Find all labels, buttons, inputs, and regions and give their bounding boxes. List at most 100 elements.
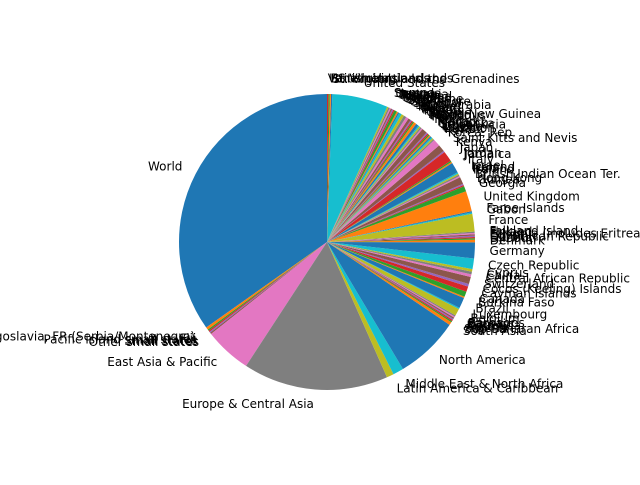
pie-slice xyxy=(327,139,435,242)
pie-slice-label: World xyxy=(148,160,182,174)
pie-slice-label: United Kingdom xyxy=(483,189,579,203)
pie-slice-label: Qatar xyxy=(420,101,454,115)
pie-slice-label: Luxembourg xyxy=(472,308,547,322)
pie-slice-label: Sri Lanka xyxy=(439,117,494,131)
pie-slice xyxy=(327,137,433,242)
pie-slice xyxy=(327,94,332,243)
pie-slice-label: Yugoslavia, FR (Serbia/Montenegro) xyxy=(0,330,195,344)
pie-slice xyxy=(327,242,467,297)
pie-slice-label: East Asia & Pacific xyxy=(107,355,217,369)
pie-slice xyxy=(327,242,460,310)
pie-slice-label: Japan xyxy=(459,140,493,154)
pie-slice xyxy=(327,242,471,284)
pie-slice-label: Poland xyxy=(421,102,461,116)
pie-slice xyxy=(327,107,391,243)
pie-slice-label: Sub-Saharan Africa xyxy=(464,322,579,336)
pie-slice-label: Djibouti xyxy=(490,231,537,245)
pie-slice-label: Singapore xyxy=(410,95,471,109)
pie-slice-label: Tunisia xyxy=(398,89,440,103)
pie-slice-label: Senegal xyxy=(413,96,461,110)
pie-slice-label: Saint Lucia xyxy=(440,118,506,132)
pie-slice xyxy=(327,242,475,270)
pie-slice-label: Dominican Republic xyxy=(490,230,609,244)
pie-slice-label: Belgium xyxy=(470,312,519,326)
pie-slice xyxy=(327,173,459,242)
pie-slice xyxy=(327,172,459,242)
pie-slice-label: Oman xyxy=(426,105,462,119)
pie-slice-label: United States xyxy=(364,76,445,90)
pie-slice xyxy=(327,121,415,242)
pie-slice-label: British Virgin Islands xyxy=(331,72,454,86)
pie-slice xyxy=(327,133,429,242)
pie-slice xyxy=(211,242,327,366)
pie-slice-label: Cocos (Keeling) Islands xyxy=(483,282,622,296)
pie-slice-label: Czech Republic xyxy=(488,259,579,273)
pie-slice xyxy=(327,135,431,242)
pie-slice xyxy=(327,94,333,242)
pie-slice xyxy=(327,242,472,278)
pie-slice-label: Egypt xyxy=(490,228,525,242)
pie-slice xyxy=(327,186,467,242)
pie-slice-label: Algeria xyxy=(465,321,507,335)
pie-slice-label: Canada xyxy=(479,292,525,306)
pie-slice xyxy=(327,132,428,242)
pie-slice-label: Syria xyxy=(403,90,433,104)
pie-slice xyxy=(327,175,461,242)
pie-slice-label: Ireland xyxy=(473,163,515,177)
pie-slice xyxy=(327,111,399,242)
pie-wedges xyxy=(178,94,476,390)
pie-slice-label: Morocco xyxy=(438,116,488,130)
pie-slice-label: Uganda xyxy=(395,87,441,101)
pie-slice-label: Libya xyxy=(441,119,473,133)
pie-slice xyxy=(327,110,397,242)
pie-slice-label: Kenya xyxy=(456,135,493,149)
pie-slice xyxy=(327,109,394,242)
pie-slice xyxy=(327,118,411,242)
pie-slice-label: Finland xyxy=(490,225,533,239)
pie-slice-label: Macao xyxy=(437,115,476,129)
pie-slice xyxy=(327,242,452,325)
pie-slice xyxy=(178,94,327,328)
pie-slice xyxy=(327,123,419,242)
pie-slice xyxy=(327,114,404,242)
pie-slice xyxy=(327,127,422,242)
pie-slice-label: Saudi Arabia xyxy=(415,98,491,112)
pie-slice xyxy=(327,242,450,370)
pie-slice xyxy=(327,242,455,318)
pie-slice xyxy=(327,128,423,242)
pie-slice xyxy=(327,236,475,242)
pie-slice xyxy=(327,126,421,242)
pie-slice xyxy=(327,112,400,242)
pie-slice-label: Jamaica xyxy=(463,147,511,161)
pie-slice-label: Europe & Central Asia xyxy=(182,397,314,411)
pie-slice xyxy=(327,242,472,275)
pie-slice xyxy=(327,242,475,259)
pie-slice-label: Venezuela xyxy=(328,72,390,86)
pie-slice-label: Austria xyxy=(466,320,508,334)
pie-slice-label: Thailand xyxy=(400,89,453,103)
pie-slice-label: Middle East & North Africa xyxy=(405,377,563,391)
pie-slice xyxy=(327,242,464,308)
pie-slice xyxy=(327,150,445,242)
pie-labels: World Yugoslavia, FR (Serbia/Montenegro) F… xyxy=(0,72,640,411)
pie-slice xyxy=(206,242,327,330)
pie-slice-label: Iran xyxy=(472,161,495,175)
pie-slice-label: Faroe Islands xyxy=(486,201,564,215)
pie-slice xyxy=(327,191,472,242)
pie-slice-label: Mauritius xyxy=(430,109,485,123)
pie-slice xyxy=(327,94,329,242)
pie-slice-label: Brazil xyxy=(475,302,509,316)
pie-slice-label: US Virgin Islands xyxy=(329,72,430,86)
pie-slice xyxy=(327,134,430,242)
pie-slice xyxy=(327,119,412,242)
pie-slice xyxy=(327,242,456,317)
pie-slice-label: China xyxy=(486,269,520,283)
pie-slice-label: Latin America & Caribbean xyxy=(397,382,559,396)
pie-slice xyxy=(327,211,473,242)
pie-slice xyxy=(209,242,327,333)
pie-slice xyxy=(327,109,395,242)
pie-slice xyxy=(327,136,432,242)
pie-slice xyxy=(327,242,403,375)
pie-slice xyxy=(327,122,417,242)
pie-slice-label: Central African Republic xyxy=(486,272,630,286)
